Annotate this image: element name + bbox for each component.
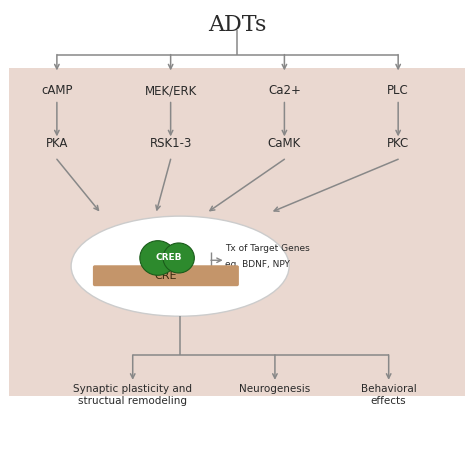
Text: Behavioral
effects: Behavioral effects [361, 384, 417, 406]
Text: Tx of Target Genes: Tx of Target Genes [225, 244, 310, 253]
Text: MEK/ERK: MEK/ERK [145, 85, 197, 97]
Text: CREB: CREB [155, 253, 182, 263]
Circle shape [163, 243, 194, 273]
Text: PKA: PKA [46, 137, 68, 150]
FancyBboxPatch shape [93, 265, 239, 286]
Text: PLC: PLC [387, 85, 409, 97]
Text: Neurogenesis: Neurogenesis [239, 384, 310, 394]
Text: eg. BDNF, NPY: eg. BDNF, NPY [225, 260, 290, 269]
Text: CaMK: CaMK [268, 137, 301, 150]
Text: Ca2+: Ca2+ [268, 85, 301, 97]
Ellipse shape [71, 216, 289, 316]
Text: CRE: CRE [155, 271, 177, 281]
FancyBboxPatch shape [9, 68, 465, 396]
Text: PKC: PKC [387, 137, 409, 150]
Text: Synaptic plasticity and
structual remodeling: Synaptic plasticity and structual remode… [73, 384, 192, 406]
Text: cAMP: cAMP [41, 85, 73, 97]
Text: RSK1-3: RSK1-3 [149, 137, 192, 150]
Circle shape [140, 241, 176, 275]
Text: ADTs: ADTs [208, 14, 266, 35]
